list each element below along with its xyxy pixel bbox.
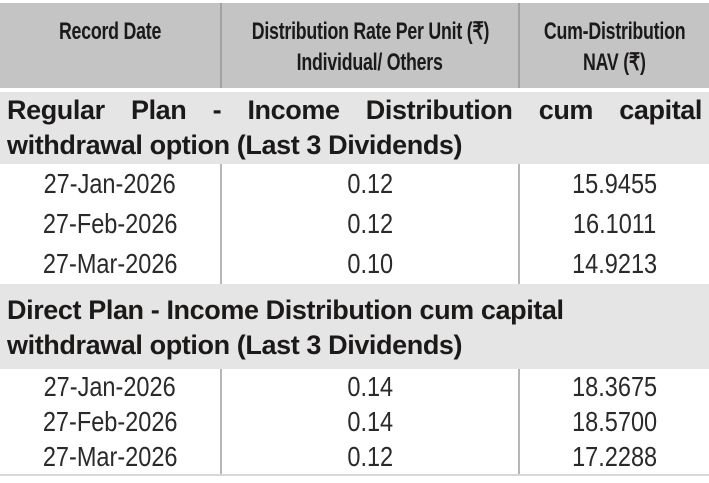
rate-cell: 0.10 bbox=[222, 244, 520, 284]
record-date-cell: 27-Mar-2026 bbox=[0, 244, 222, 284]
header-record-date: Record Date bbox=[0, 3, 222, 88]
nav-cell: 14.9213 bbox=[520, 244, 709, 284]
rate-value: 0.12 bbox=[347, 208, 393, 239]
rate-cell: 0.14 bbox=[222, 404, 520, 439]
table-row: 27-Mar-2026 0.12 17.2288 bbox=[0, 439, 709, 474]
nav-value: 18.5700 bbox=[571, 405, 658, 437]
section-title-direct-line1: Direct Plan - Income Distribution cum ca… bbox=[7, 295, 564, 325]
table-row: 27-Feb-2026 0.14 18.5700 bbox=[0, 404, 709, 439]
table-row: 27-Feb-2026 0.12 16.1011 bbox=[0, 204, 709, 244]
rate-cell: 0.14 bbox=[222, 369, 520, 404]
record-date-cell: 27-Jan-2026 bbox=[0, 164, 222, 204]
rate-cell: 0.12 bbox=[222, 164, 520, 204]
nav-cell: 15.9455 bbox=[520, 164, 709, 204]
nav-value: 18.3675 bbox=[571, 370, 658, 402]
record-date-value: 27-Mar-2026 bbox=[42, 440, 178, 472]
record-date-cell: 27-Feb-2026 bbox=[0, 204, 222, 244]
header-cum-distribution-line2: NAV (₹) bbox=[583, 49, 646, 76]
rate-value: 0.12 bbox=[347, 440, 393, 472]
rate-value: 0.12 bbox=[347, 168, 393, 199]
header-distribution-rate-line2: Individual/ Others bbox=[296, 49, 444, 76]
table-row: 27-Jan-2026 0.12 15.9455 bbox=[0, 164, 709, 204]
rate-cell: 0.12 bbox=[222, 204, 520, 244]
table-row: 27-Jan-2026 0.14 18.3675 bbox=[0, 369, 709, 404]
header-cum-distribution-line1: Cum-Distribution bbox=[543, 18, 686, 45]
header-record-date-label: Record Date bbox=[58, 18, 162, 45]
table-row: 27-Mar-2026 0.10 14.9213 bbox=[0, 244, 709, 284]
section-title-direct-plan: Direct Plan - Income Distribution cum ca… bbox=[0, 284, 709, 369]
table-header-row: Record Date Distribution Rate Per Unit (… bbox=[0, 3, 709, 88]
rate-cell: 0.12 bbox=[222, 439, 520, 474]
rate-value: 0.10 bbox=[347, 248, 393, 279]
section-title-regular-line1: Regular Plan - Income Distribution cum c… bbox=[7, 95, 702, 125]
header-cum-distribution-nav: Cum-Distribution NAV (₹) bbox=[520, 3, 709, 88]
section-title-direct-line2: withdrawal option (Last 3 Dividends) bbox=[7, 330, 463, 360]
header-separator bbox=[0, 88, 709, 92]
record-date-cell: 27-Jan-2026 bbox=[0, 369, 222, 404]
record-date-value: 27-Mar-2026 bbox=[42, 248, 178, 279]
section-title-regular-plan: Regular Plan - Income Distribution cum c… bbox=[0, 92, 709, 164]
header-distribution-rate: Distribution Rate Per Unit (₹) Individua… bbox=[222, 3, 520, 88]
header-distribution-rate-line1: Distribution Rate Per Unit (₹) bbox=[251, 18, 489, 45]
record-date-value: 27-Feb-2026 bbox=[42, 405, 178, 437]
nav-value: 17.2288 bbox=[571, 440, 658, 472]
table-bottom-border bbox=[0, 474, 709, 476]
rate-value: 0.14 bbox=[347, 405, 393, 437]
nav-cell: 18.5700 bbox=[520, 404, 709, 439]
record-date-cell: 27-Mar-2026 bbox=[0, 439, 222, 474]
nav-cell: 16.1011 bbox=[520, 204, 709, 244]
nav-cell: 17.2288 bbox=[520, 439, 709, 474]
nav-cell: 18.3675 bbox=[520, 369, 709, 404]
record-date-cell: 27-Feb-2026 bbox=[0, 404, 222, 439]
nav-value: 16.1011 bbox=[572, 208, 657, 239]
nav-value: 14.9213 bbox=[571, 248, 658, 279]
bottom-margin bbox=[0, 476, 709, 483]
top-margin bbox=[0, 0, 709, 3]
rate-value: 0.14 bbox=[347, 370, 393, 402]
nav-value: 15.9455 bbox=[571, 168, 658, 199]
record-date-value: 27-Jan-2026 bbox=[43, 168, 177, 199]
section-title-regular-line2: withdrawal option (Last 3 Dividends) bbox=[7, 130, 463, 160]
record-date-value: 27-Jan-2026 bbox=[43, 370, 177, 402]
record-date-value: 27-Feb-2026 bbox=[42, 208, 178, 239]
